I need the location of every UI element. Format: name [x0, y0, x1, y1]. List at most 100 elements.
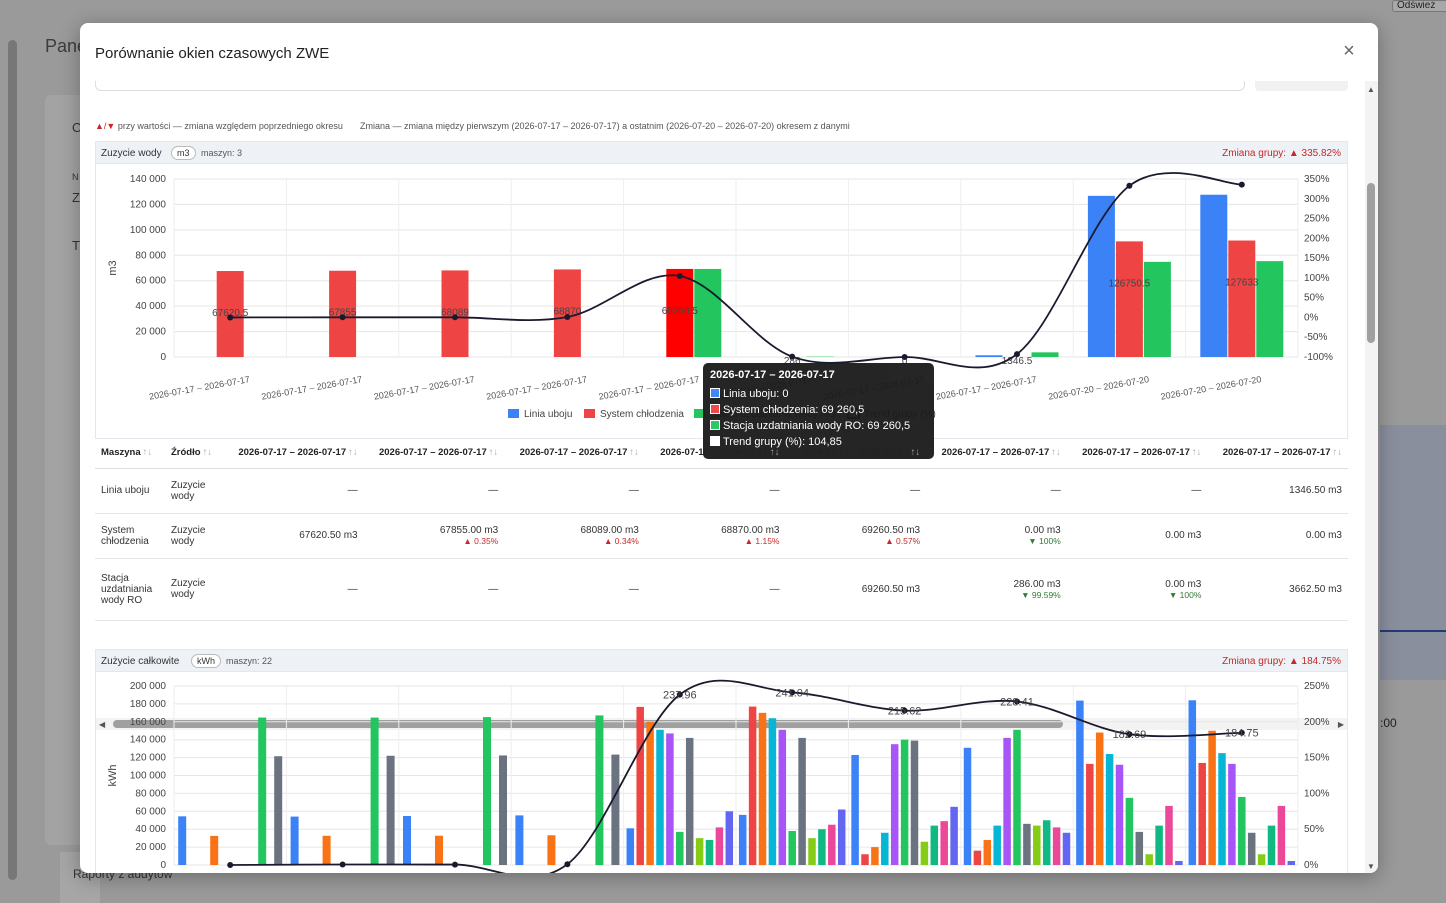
column-header[interactable]: 2026-07-17 – 2026-07-17 ↑↓ [363, 438, 505, 469]
bar [258, 717, 267, 865]
y2-tick-label: -100% [1304, 352, 1333, 363]
x-tick-label: 2026-07-17 – 2026-07-17 [148, 374, 250, 402]
column-header[interactable]: 2026-07-17 – 2026-07-17 ↑↓ [926, 438, 1067, 469]
bar [910, 740, 919, 865]
page-scrollbar[interactable] [8, 40, 17, 880]
x-tick-label: 2026-07-17 – 2026-07-17 [261, 374, 363, 402]
arrows-legend: ▲/▼ [95, 121, 116, 131]
y-axis-label: kWh [107, 765, 119, 787]
bar [595, 715, 604, 865]
sort-icon[interactable]: ↑↓ [142, 447, 153, 459]
trend-label: 182.69 [1113, 729, 1147, 741]
sort-icon[interactable]: ↑↓ [1051, 447, 1061, 459]
value-cell: 0.00 m3 ▼ 100% [926, 513, 1067, 559]
refresh-button[interactable]: Odśwież [1392, 0, 1446, 12]
y2-tick-label: 150% [1304, 753, 1330, 764]
y2-tick-label: 250% [1304, 214, 1330, 225]
vertical-scrollbar[interactable]: ▲ ▼ [1365, 81, 1378, 873]
scroll-left-icon[interactable]: ◀ [99, 720, 106, 729]
y2-tick-label: -50% [1304, 332, 1327, 343]
trend-point [1238, 181, 1245, 188]
scroll-down-icon[interactable]: ▼ [1367, 862, 1375, 871]
column-header[interactable]: Maszyna ↑↓ [95, 438, 165, 469]
y2-tick-label: 350% [1304, 174, 1330, 185]
sort-icon[interactable]: ↑↓ [629, 447, 639, 459]
scroll-thumb[interactable] [113, 720, 1063, 728]
column-header[interactable]: 2026-07-17 – 2026-07-17 ↑↓ [785, 438, 927, 469]
y-tick-label: 200 000 [130, 681, 167, 692]
water-chart-box: 140 000 120 000 100 000 80 000 60 000 40 000 2… [95, 164, 1348, 459]
bar [1247, 832, 1256, 865]
trend-point [452, 861, 458, 868]
bar [1076, 700, 1084, 865]
y-tick-label: 160 000 [130, 717, 167, 728]
value-cell: — [644, 468, 786, 514]
page-title: Pane [45, 36, 88, 56]
sort-icon[interactable]: ↑↓ [910, 447, 921, 459]
bar-system-chłodzenia [441, 270, 469, 357]
cell-value: — [1191, 485, 1202, 496]
column-header[interactable]: 2026-07-17 – 2026-07-17 ↑↓ [1066, 438, 1208, 469]
bar [1257, 854, 1266, 865]
change-indicator: ▼ 100% [1028, 536, 1061, 546]
water-section: Zuzycie wody m3 maszyn: 3 Zmiana grupy: … [95, 141, 1348, 730]
header-label: 2026-07-17 – 2026-07-17 [238, 447, 347, 459]
y2-tick-label: 50% [1304, 824, 1324, 835]
scroll-up-icon[interactable]: ▲ [1367, 85, 1375, 94]
sort-icon[interactable]: ↑↓ [770, 447, 780, 459]
legend-text-1: przy wartości — zmiana względem poprzedn… [115, 121, 343, 131]
value-cell: 3662.50 m3 [1207, 558, 1348, 621]
card-letter: T [72, 238, 80, 253]
sort-icon[interactable]: ↑↓ [202, 447, 213, 459]
total-chart[interactable]: 200 000 180 000 160 000 140 000 120 000 100 0… [96, 672, 1347, 873]
value-cell: — [504, 468, 645, 514]
column-header[interactable]: 2026-07-17 – 2026-07-17 ↑↓ [1207, 438, 1348, 469]
bar-system-chłodzenia [553, 269, 581, 357]
header-label: Źródło [171, 447, 201, 459]
column-header[interactable]: 2026-07-17 – 2026-07-17 ↑↓ [223, 438, 364, 469]
y-tick-label: 100 000 [130, 771, 167, 782]
bar [837, 809, 846, 865]
filter-input[interactable] [95, 81, 1245, 91]
sort-icon[interactable]: ↑↓ [488, 447, 499, 459]
sort-icon[interactable]: ↑↓ [1332, 447, 1343, 459]
total-chart-box: 200 000 180 000 160 000 140 000 120 000 100 0… [95, 672, 1348, 873]
bar [950, 806, 958, 865]
data-label: 68089 [441, 307, 469, 318]
header-label: 2026-07-17 – 2026-07-17 [941, 447, 1050, 459]
scroll-thumb[interactable] [1367, 183, 1375, 343]
close-icon[interactable]: × [1343, 40, 1355, 62]
legend-label: System chłodzenia [600, 409, 684, 420]
trend-point [339, 861, 346, 868]
column-header[interactable]: 2026-07-17 – 2026-07-17 ↑↓ [644, 438, 786, 469]
bar [626, 828, 635, 865]
y-tick-label: 180 000 [130, 699, 167, 710]
cell-value: — [910, 485, 921, 496]
bar [1052, 827, 1061, 865]
sort-icon[interactable]: ↑↓ [348, 447, 358, 459]
background-panel [1380, 425, 1446, 680]
tooltip-title: 2026-07-17 – 2026-07-17 [710, 369, 835, 381]
card-letter: O [72, 120, 83, 135]
data-label: 67620.5 [212, 308, 249, 319]
trend-point [1126, 731, 1133, 738]
cell-value: 0.00 m3 [1305, 530, 1342, 541]
sort-icon[interactable]: ↑↓ [1191, 447, 1202, 459]
bar [1188, 700, 1197, 865]
bar [515, 815, 524, 865]
column-header[interactable]: Źródło ↑↓ [165, 438, 223, 469]
cell-value: 0.00 m3 [1165, 578, 1202, 590]
trend-point [901, 354, 908, 360]
cell-value: — [628, 583, 639, 595]
bar [1042, 820, 1051, 865]
trend-label: 241.04 [775, 687, 809, 699]
y-tick-label: 40 000 [135, 301, 166, 312]
scroll-right-icon[interactable]: ▶ [1337, 720, 1344, 729]
value-cell: 69260.50 m3 [785, 558, 927, 621]
horizontal-scrollbar[interactable]: ◀ ▶ [95, 718, 1348, 730]
y-tick-label: 120 000 [130, 753, 167, 764]
column-header[interactable]: 2026-07-17 – 2026-07-17 ↑↓ [504, 438, 645, 469]
bar [1277, 805, 1286, 865]
bar-stacja-uzdatniania-wody-ro [1143, 261, 1171, 357]
filter-button[interactable] [1255, 81, 1348, 91]
